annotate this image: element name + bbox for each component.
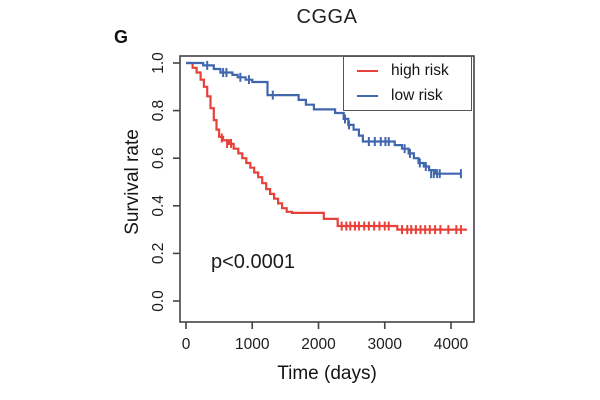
y-tick-label: 0.4	[150, 195, 167, 217]
legend-label-low-risk: low risk	[391, 87, 443, 105]
y-tick-label: 0.6	[150, 147, 167, 169]
y-tick-label: 1.0	[150, 52, 167, 74]
x-axis-title: Time (days)	[277, 363, 377, 384]
legend-label-high-risk: high risk	[391, 62, 449, 80]
x-tick-label: 4000	[434, 336, 469, 353]
x-tick-label: 0	[182, 336, 191, 353]
y-tick-label: 0.2	[150, 243, 167, 265]
y-axis-title: Survival rate	[122, 129, 143, 235]
panel-label: G	[114, 27, 129, 47]
y-tick-label: 0.8	[150, 100, 167, 122]
chart-title: CGGA	[296, 6, 358, 28]
x-tick-label: 1000	[235, 336, 270, 353]
x-tick-label: 2000	[301, 336, 336, 353]
high-risk-curve	[186, 61, 467, 231]
legend-item-high-risk: high risk	[357, 61, 471, 81]
high-risk-line-swatch	[357, 70, 378, 72]
p-value-annotation: p<0.0001	[211, 251, 295, 273]
low-risk-curve	[186, 61, 462, 175]
y-tick-label: 0.0	[150, 290, 167, 312]
legend: high risk low risk	[343, 56, 472, 111]
low-risk-line-swatch	[357, 95, 378, 97]
x-tick-label: 3000	[368, 336, 403, 353]
plot-box	[179, 55, 475, 323]
legend-item-low-risk: low risk	[357, 86, 471, 106]
